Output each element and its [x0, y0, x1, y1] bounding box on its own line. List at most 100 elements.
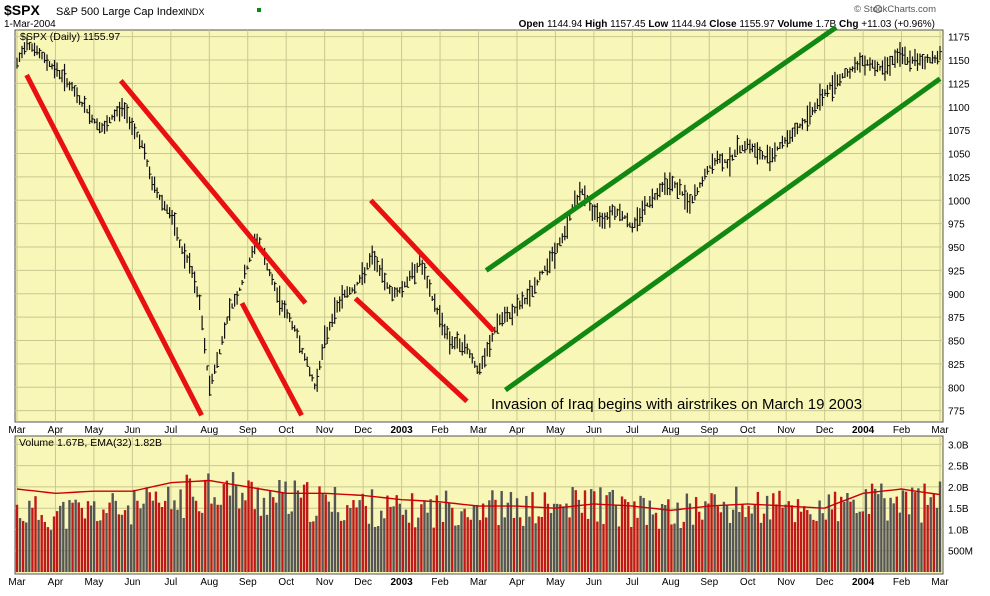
- x-tick-label: Nov: [316, 577, 334, 588]
- volume-bar: [883, 498, 886, 572]
- price-legend: $SPX (Daily) 1155.97: [20, 31, 120, 43]
- volume-bar: [176, 509, 179, 572]
- volume-bar: [361, 493, 364, 572]
- volume-bar: [731, 509, 735, 572]
- volume-bar: [339, 520, 343, 572]
- stat-value: 1.7B: [816, 19, 837, 30]
- volume-bar: [287, 513, 290, 572]
- volume-bars: [15, 472, 942, 572]
- volume-bar: [429, 499, 432, 572]
- volume-bar: [648, 500, 652, 572]
- volume-bar: [772, 493, 775, 572]
- volume-bar: [21, 520, 25, 572]
- volume-bar: [451, 507, 454, 572]
- price-y-tick-label: 1100: [948, 103, 970, 114]
- volume-bar: [633, 501, 636, 572]
- volume-bar: [364, 505, 368, 572]
- volume-bar: [318, 486, 321, 572]
- volume-y-axis: 500M 1.0B 1.5B 2.0B 2.5B 3.0B: [948, 440, 973, 557]
- volume-bar: [293, 480, 297, 572]
- volume-bar: [741, 504, 744, 572]
- volume-bar: [543, 492, 547, 572]
- x-tick-label: 2003: [390, 577, 413, 588]
- volume-bar: [43, 521, 46, 572]
- volume-bar: [15, 504, 19, 572]
- volume-bar: [472, 505, 476, 572]
- stat-label: Open: [519, 19, 547, 30]
- volume-bar: [96, 521, 99, 572]
- volume-bar: [867, 514, 871, 572]
- price-y-tick-label: 1175: [948, 33, 970, 44]
- volume-bar: [370, 489, 374, 572]
- volume-bar: [787, 501, 790, 572]
- x-tick-label: Mar: [470, 577, 488, 588]
- volume-bar: [324, 494, 327, 572]
- volume-bar: [367, 523, 371, 572]
- volume-bar: [614, 505, 618, 572]
- volume-bar: [89, 505, 93, 572]
- trendlines: [24, 25, 942, 417]
- volume-bar: [685, 493, 689, 572]
- volume-bar: [861, 511, 865, 572]
- watermark: © StockCharts.com: [854, 4, 936, 15]
- volume-bar: [602, 524, 605, 572]
- volume-bar: [123, 510, 127, 572]
- volume-bar: [923, 483, 926, 572]
- volume-bar: [580, 512, 584, 572]
- volume-bar: [185, 474, 188, 572]
- volume-bar: [657, 528, 661, 572]
- volume-bar: [904, 491, 908, 572]
- volume-bar: [71, 502, 74, 572]
- volume-bar: [759, 522, 763, 572]
- volume-bar: [170, 509, 173, 572]
- volume-bar: [111, 493, 114, 572]
- volume-bar: [497, 525, 500, 572]
- price-y-tick-label: 825: [948, 360, 965, 371]
- x-tick-label: Mar: [931, 425, 949, 436]
- volume-bar: [512, 517, 516, 572]
- volume-bar: [528, 516, 531, 572]
- volume-bar: [917, 488, 920, 572]
- volume-bar: [522, 525, 525, 572]
- volume-bar: [565, 503, 568, 572]
- volume-bar: [509, 492, 513, 572]
- volume-bar: [105, 512, 108, 572]
- volume-bar: [49, 530, 53, 572]
- stat-label: Volume: [775, 19, 816, 30]
- volume-y-tick-label: 1.0B: [948, 525, 969, 536]
- volume-bar: [796, 499, 800, 572]
- volume-bar: [525, 495, 528, 572]
- volume-bar: [728, 522, 732, 572]
- volume-bar: [231, 472, 235, 572]
- volume-bar: [244, 500, 247, 572]
- volume-bar: [664, 505, 667, 572]
- x-tick-label: Jun: [586, 577, 602, 588]
- volume-bar: [630, 526, 633, 572]
- volume-bar: [929, 497, 932, 572]
- downtrend-line: [368, 198, 496, 333]
- volume-bar: [485, 517, 488, 572]
- volume-bar: [466, 517, 469, 572]
- price-y-tick-label: 1000: [948, 196, 971, 207]
- volume-bar: [710, 493, 713, 572]
- volume-bar: [460, 511, 463, 572]
- volume-bar: [682, 521, 685, 572]
- volume-bar: [518, 517, 522, 572]
- volume-bar: [716, 506, 719, 572]
- volume-bar: [676, 502, 679, 572]
- volume-bar: [253, 509, 256, 572]
- stat-label: Low: [646, 19, 672, 30]
- volume-bar: [503, 517, 506, 572]
- uptrend-line: [484, 25, 838, 273]
- volume-bar: [194, 500, 198, 572]
- volume-bar: [725, 505, 729, 572]
- volume-bar: [173, 500, 176, 572]
- volume-bar: [376, 526, 380, 572]
- x-tick-label: Nov: [777, 425, 795, 436]
- x-tick-label: Apr: [48, 425, 64, 436]
- volume-bar: [386, 495, 389, 572]
- volume-bar: [469, 519, 472, 572]
- x-tick-label: Feb: [431, 577, 449, 588]
- volume-bar: [889, 497, 892, 572]
- stat-value: +11.03 (+0.96%): [861, 19, 935, 30]
